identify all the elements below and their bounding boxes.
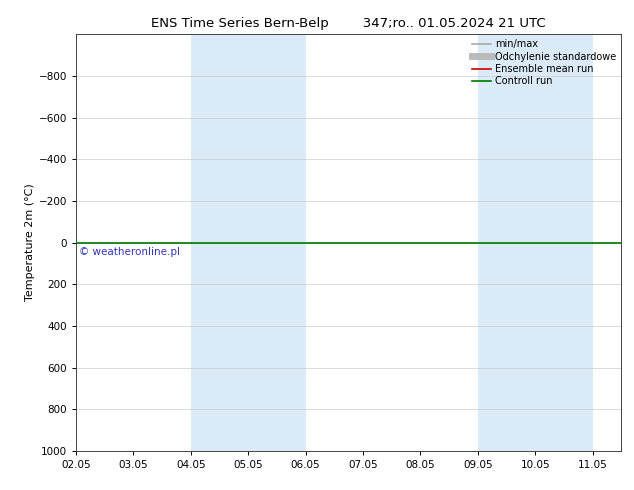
Y-axis label: Temperature 2m (°C): Temperature 2m (°C) — [25, 184, 34, 301]
Text: © weatheronline.pl: © weatheronline.pl — [79, 246, 180, 257]
Bar — [478, 34, 535, 451]
Title: ENS Time Series Bern-Belp        347;ro.. 01.05.2024 21 UTC: ENS Time Series Bern-Belp 347;ro.. 01.05… — [152, 17, 546, 30]
Bar — [535, 34, 593, 451]
Bar — [249, 34, 306, 451]
Bar — [191, 34, 249, 451]
Legend: min/max, Odchylenie standardowe, Ensemble mean run, Controll run: min/max, Odchylenie standardowe, Ensembl… — [470, 37, 618, 88]
